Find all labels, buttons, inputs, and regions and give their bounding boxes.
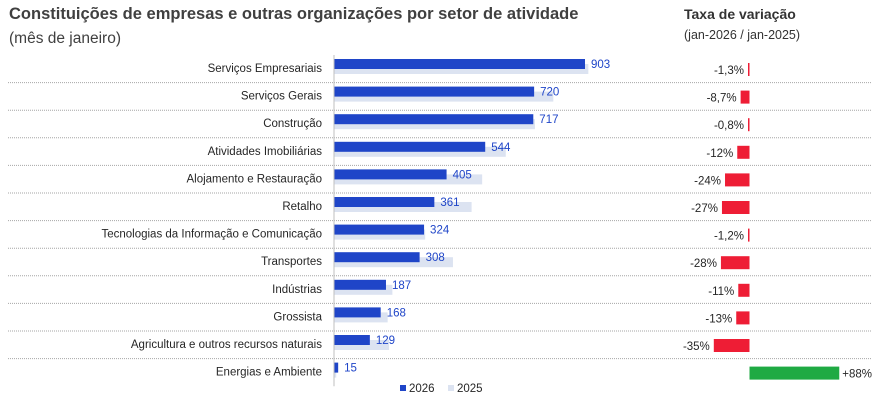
bar-2026 — [334, 86, 535, 97]
bar-2026 — [334, 141, 486, 152]
rate-bar-negative — [713, 339, 750, 352]
bar-value-label: 405 — [453, 169, 472, 181]
category-label: Serviços Empresariais — [208, 63, 323, 75]
bar-value-label: 187 — [392, 280, 411, 292]
rate-bar-negative — [725, 173, 750, 187]
bar-2026 — [334, 362, 339, 373]
rate-value-label: -27% — [691, 203, 718, 215]
bar-value-label: 903 — [591, 59, 610, 71]
legend-swatch-2026 — [400, 385, 406, 391]
rate-value-label: -0,8% — [714, 120, 744, 132]
rate-panel-subtitle: (jan-2026 / jan-2025) — [684, 28, 801, 42]
bar-value-label: 717 — [539, 114, 558, 126]
rate-value-label: -12% — [706, 148, 733, 160]
bar-2026 — [334, 114, 534, 125]
bar-value-label: 308 — [426, 252, 445, 264]
bar-2026 — [334, 169, 447, 180]
bar-value-label: 544 — [491, 142, 511, 154]
category-label: Construção — [263, 118, 322, 130]
legend-label-2025: 2025 — [457, 383, 483, 395]
chart-title: Constituições de empresas e outras organ… — [9, 5, 579, 23]
rate-bar-positive — [749, 366, 840, 380]
category-label: Indústrias — [272, 284, 322, 296]
rate-value-label: -1,3% — [714, 65, 744, 77]
bar-value-label: 129 — [376, 335, 395, 347]
rate-bar-negative — [748, 228, 750, 242]
rate-value-label: +88% — [842, 369, 872, 381]
category-label: Transportes — [261, 256, 322, 268]
rate-value-label: -8,7% — [707, 93, 737, 105]
legend-swatch-2025 — [448, 385, 454, 391]
category-label: Serviços Gerais — [241, 91, 322, 103]
bar-2026 — [334, 59, 585, 69]
bar-2026 — [334, 307, 381, 318]
rate-bar-negative — [721, 201, 750, 214]
rate-bar-negative — [720, 256, 750, 270]
bar-2026 — [334, 279, 386, 290]
bar-value-label: 15 — [344, 363, 357, 375]
rate-value-label: -1,2% — [714, 231, 744, 243]
bar-value-label: 720 — [540, 87, 559, 99]
bar-value-label: 361 — [440, 197, 459, 209]
rate-panel-title: Taxa de variação — [684, 6, 796, 22]
rate-value-label: -35% — [683, 341, 710, 353]
category-label: Agricultura e outros recursos naturais — [131, 339, 322, 351]
rate-bar-negative — [748, 118, 750, 132]
rate-value-label: -11% — [708, 286, 734, 298]
bar-value-label: 324 — [430, 225, 450, 237]
category-label: Grossista — [273, 311, 322, 323]
category-label: Atividades Imobiliárias — [208, 146, 323, 158]
rate-bar-negative — [748, 63, 750, 76]
bar-value-label: 168 — [387, 307, 406, 319]
rate-value-label: -24% — [694, 175, 721, 187]
rate-bar-negative — [736, 311, 750, 325]
bar-2026 — [334, 224, 425, 235]
rate-bar-negative — [740, 90, 750, 104]
category-label: Tecnologias da Informação e Comunicação — [101, 229, 322, 241]
category-label: Energias e Ambiente — [216, 367, 322, 379]
category-label: Alojamento e Restauração — [186, 173, 322, 185]
bar-2026 — [334, 335, 370, 345]
rate-bar-negative — [737, 145, 750, 159]
rate-value-label: -13% — [705, 313, 732, 325]
chart-subtitle: (mês de janeiro) — [9, 30, 121, 47]
rate-value-label: -28% — [690, 258, 717, 270]
category-label: Retalho — [282, 201, 322, 213]
bar-2026 — [334, 252, 420, 263]
legend-label-2026: 2026 — [409, 383, 435, 395]
rate-bar-negative — [738, 283, 750, 297]
bar-2026 — [334, 197, 435, 207]
